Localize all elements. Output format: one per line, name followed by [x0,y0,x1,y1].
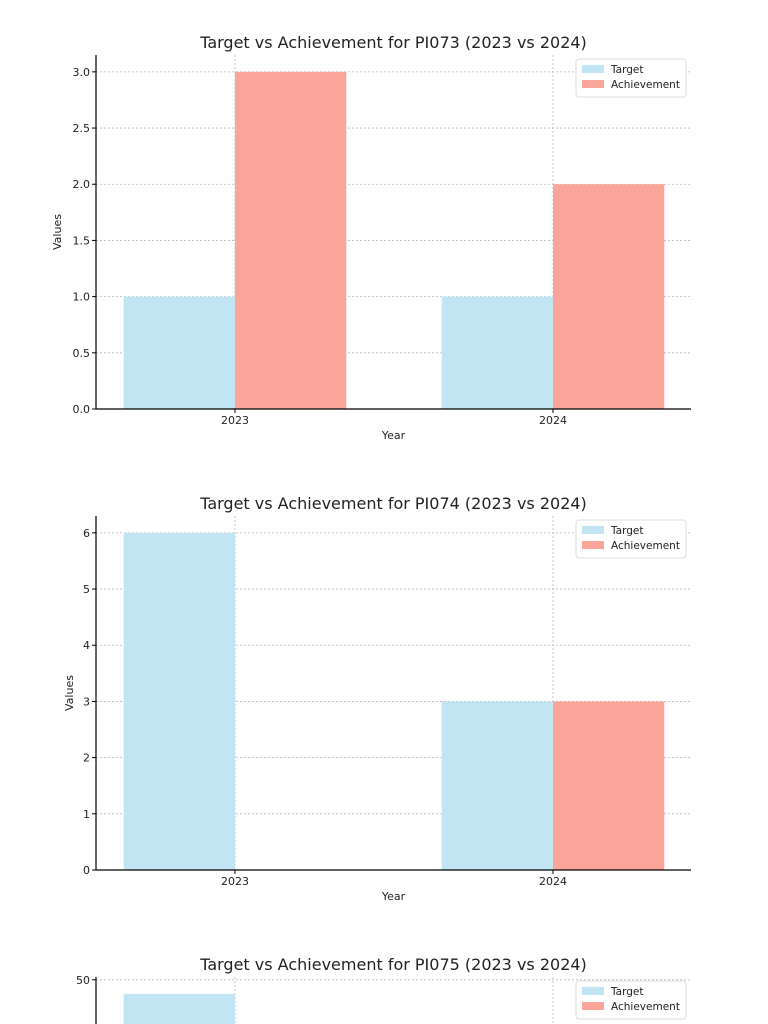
y-tick-label: 3.0 [73,66,91,79]
legend: Target Achievement [575,519,687,559]
chart-2: Target vs Achievement for PI074 (2023 vs… [63,494,691,903]
chart-title: Target vs Achievement for PI073 (2023 vs… [199,33,587,52]
bar-target-2024 [441,701,553,870]
y-tick-label: 2.5 [73,122,91,135]
y-tick-label: 2.0 [73,178,91,191]
chart-1: Target vs Achievement for PI073 (2023 vs… [51,33,691,442]
x-tick-label: 2023 [221,414,249,427]
y-tick-label: 0 [83,864,90,877]
bar-target-2023 [123,993,235,1024]
legend: Target Achievement [575,980,687,1020]
x-axis-label: Year [381,429,406,442]
legend-label-target: Target [610,64,643,76]
chart-title: Target vs Achievement for PI075 (2023 vs… [199,955,587,974]
bar-target-2024 [441,296,553,409]
legend-swatch-target [582,987,604,995]
x-tick-label: 2024 [539,875,567,888]
bar-achievement-2024 [552,701,665,870]
legend-swatch-achievement [582,80,604,88]
x-tick-label: 2024 [539,414,567,427]
bar-target-2023 [123,532,235,870]
legend-label-achievement: Achievement [611,540,680,552]
chart-title: Target vs Achievement for PI074 (2023 vs… [199,494,587,513]
legend-label-target: Target [610,525,643,537]
y-tick-label: 6 [83,527,90,540]
legend-swatch-target [582,526,604,534]
chart-3: Target vs Achievement for PI075 (2023 vs… [76,955,691,1024]
y-tick-label: 1.5 [73,234,91,247]
bar-achievement-2023 [234,71,347,409]
legend: Target Achievement [575,58,687,98]
y-tick-label: 1.0 [73,291,91,304]
y-tick-label: 0.0 [73,403,91,416]
y-tick-label: 2 [83,752,90,765]
legend-swatch-achievement [582,1002,604,1010]
y-axis-label: Values [51,214,64,250]
x-tick-label: 2023 [221,875,249,888]
y-tick-label: 1 [83,808,90,821]
y-tick-label: 0.5 [73,347,91,360]
x-axis-label: Year [381,890,406,903]
legend-swatch-achievement [582,541,604,549]
legend-label-achievement: Achievement [611,79,680,91]
y-tick-label: 5 [83,583,90,596]
y-tick-label: 3 [83,695,90,708]
y-tick-label: 4 [83,639,90,652]
bar-target-2023 [123,296,235,409]
legend-label-target: Target [610,986,643,998]
y-axis-label: Values [63,675,76,711]
bar-achievement-2024 [552,184,665,409]
y-tick-label: 50 [76,974,90,987]
legend-label-achievement: Achievement [611,1001,680,1013]
legend-swatch-target [582,65,604,73]
